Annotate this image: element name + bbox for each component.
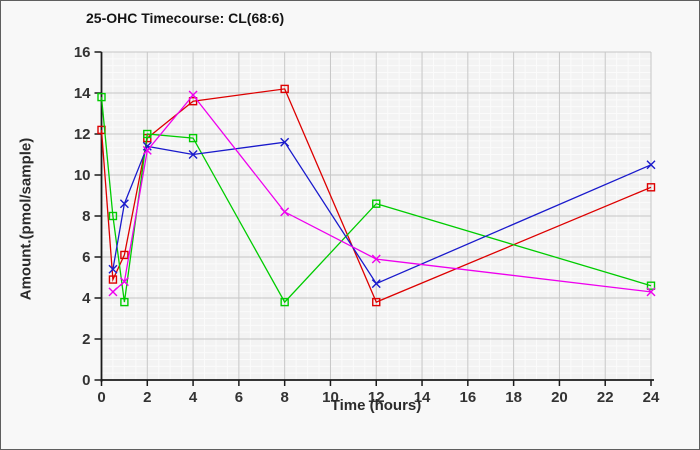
- y-tick-label: 16: [74, 44, 91, 61]
- series-blue-x-marker: [119, 199, 129, 209]
- x-tick-label: 24: [643, 389, 660, 406]
- series-magenta-x-marker: [371, 254, 381, 264]
- series-magenta-x-marker: [188, 90, 198, 100]
- series-blue-x-marker: [646, 160, 656, 170]
- chart-title: 25-OHC Timecourse: CL(68:6): [86, 10, 285, 26]
- series-green-squares-marker: [143, 129, 152, 139]
- x-tick-label: 6: [235, 389, 243, 406]
- x-tick-label: 0: [97, 389, 105, 406]
- x-tick-label: 22: [597, 389, 614, 406]
- series-blue-x-marker: [280, 137, 290, 147]
- y-tick-label: 10: [74, 167, 91, 184]
- series-red-squares-marker: [280, 84, 289, 94]
- x-tick-label: 4: [189, 389, 198, 406]
- series-blue-x-marker: [371, 279, 381, 289]
- series-green-squares-marker: [108, 211, 118, 221]
- x-axis-title: Time (hours): [330, 397, 422, 414]
- x-tick-label: 18: [505, 389, 522, 406]
- y-tick-label: 8: [82, 208, 90, 225]
- series-magenta-x-marker: [119, 277, 129, 287]
- x-tick-label: 14: [414, 389, 431, 406]
- series-magenta-x-marker: [108, 287, 118, 297]
- series-blue-x-marker: [188, 150, 198, 159]
- series-green-squares-marker: [188, 133, 198, 143]
- x-tick-label: 2: [143, 389, 151, 406]
- series-red-squares-marker: [646, 183, 656, 192]
- series-red-squares-marker: [372, 297, 381, 307]
- series-green-squares-marker: [372, 199, 381, 208]
- series-magenta-x-marker: [280, 207, 290, 217]
- series-magenta-x-marker: [646, 287, 656, 297]
- x-tick-label: 16: [459, 389, 476, 406]
- y-tick-label: 14: [74, 85, 91, 102]
- series-green-squares-marker: [646, 281, 656, 290]
- y-tick-label: 12: [74, 126, 91, 143]
- series-green-squares-marker: [120, 297, 129, 307]
- y-axis-title: Amount.(pmol/sample): [17, 137, 35, 301]
- series-green-squares-marker: [97, 92, 106, 102]
- series-green-squares-line: [100, 97, 652, 304]
- x-tick-label: 20: [551, 389, 568, 406]
- series-green-squares-marker: [280, 297, 289, 307]
- x-tick-label: 10: [322, 389, 339, 406]
- series-blue-x-marker: [142, 141, 152, 151]
- series-red-squares-marker: [188, 96, 198, 106]
- x-tick-label: 12: [368, 389, 385, 406]
- series-magenta-x-marker: [142, 145, 152, 155]
- series-red-squares-marker: [108, 275, 118, 284]
- series-red-squares-marker: [120, 250, 129, 260]
- y-tick-label: 0: [82, 372, 90, 389]
- y-tick-label: 6: [82, 249, 90, 266]
- x-tick-label: 8: [280, 389, 288, 406]
- y-tick-label: 4: [82, 290, 91, 307]
- series-blue-x-marker: [108, 264, 118, 274]
- y-tick-label: 2: [82, 331, 90, 348]
